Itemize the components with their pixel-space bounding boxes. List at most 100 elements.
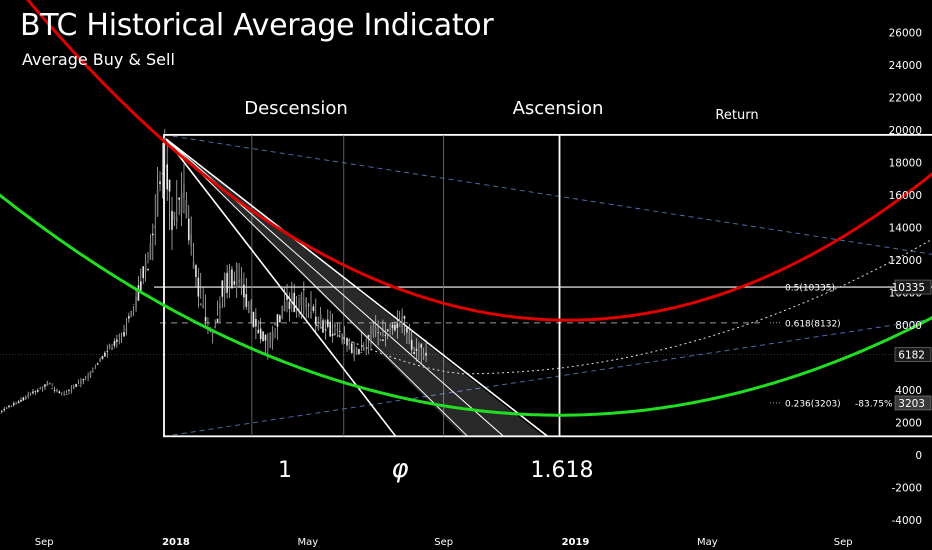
candle-body	[10, 405, 13, 407]
candle-body	[336, 328, 339, 331]
candle-body	[15, 401, 17, 405]
candle-body	[178, 197, 180, 200]
candle-body	[245, 293, 248, 307]
candle-body	[159, 181, 161, 184]
candle-body	[401, 316, 403, 328]
price-label: 3203	[898, 398, 925, 410]
pct-change-label: -83.75%	[855, 399, 893, 409]
candle-body	[44, 384, 46, 387]
candle-body	[3, 408, 5, 411]
candle-body	[403, 316, 406, 319]
candle-body	[60, 392, 63, 394]
candle-body	[192, 261, 195, 269]
candle-body	[231, 269, 233, 289]
candle-body	[166, 164, 168, 190]
candle-body	[235, 263, 238, 288]
candle-body	[219, 303, 221, 310]
candle-body	[144, 261, 147, 273]
candle-body	[106, 350, 109, 352]
candle-body	[173, 211, 176, 220]
candle-body	[207, 321, 209, 323]
candle-body	[46, 382, 49, 387]
candle-body	[226, 272, 228, 293]
price-label-box	[894, 395, 932, 411]
candle-body	[362, 347, 365, 351]
candle-body	[298, 295, 300, 297]
candle-body	[420, 344, 423, 348]
candle-body	[1, 411, 3, 412]
candle-body	[223, 273, 226, 293]
candle-body	[250, 304, 252, 307]
candle-body	[72, 386, 75, 389]
candle-body	[228, 270, 231, 285]
candle-body	[163, 137, 166, 140]
candle-body	[288, 301, 291, 309]
candle-body	[293, 292, 296, 313]
candle-body	[367, 334, 370, 338]
candle-body	[286, 295, 288, 300]
ratio-one-label: 1	[278, 458, 292, 483]
sell-average-curve	[25, 0, 932, 322]
candle-body	[331, 334, 334, 336]
candle-body	[154, 225, 157, 228]
candle-body	[20, 399, 22, 402]
y-tick-label: 14000	[889, 223, 922, 235]
candle-body	[89, 370, 92, 376]
fib-label: 0.5(10335)	[785, 284, 835, 294]
candle-body	[77, 385, 80, 386]
candle-body	[197, 277, 200, 297]
candle-body	[307, 304, 310, 306]
y-tick-label: 22000	[889, 93, 922, 105]
dash-diagonal-1	[163, 134, 932, 255]
chart-subtitle: Average Buy & Sell	[22, 50, 175, 69]
candle-body	[87, 375, 89, 377]
candle-body	[96, 363, 99, 365]
candle-body	[149, 242, 152, 260]
candle-body	[252, 311, 255, 328]
x-tick-label: Sep	[35, 537, 54, 548]
candle-body	[338, 331, 341, 332]
candle-body	[355, 346, 358, 355]
candle-body	[27, 393, 29, 397]
candle-body	[374, 328, 377, 331]
candle-body	[389, 334, 391, 337]
candle-body	[406, 327, 408, 333]
candle-body	[190, 234, 192, 247]
candle-body	[101, 355, 104, 360]
x-tick-label: 2019	[562, 537, 590, 548]
candle-body	[125, 328, 128, 331]
candle-body	[24, 396, 27, 399]
candle-body	[310, 312, 312, 318]
candle-body	[370, 328, 372, 341]
y-tick-label: -4000	[891, 515, 922, 527]
ratio-phi-label: φ	[391, 454, 408, 484]
candle-body	[180, 193, 183, 213]
candle-body	[171, 210, 173, 230]
candle-body	[271, 331, 274, 342]
ratio-golden-label: 1.618	[531, 458, 594, 483]
candle-body	[128, 316, 130, 319]
candle-body	[418, 345, 420, 352]
y-tick-label: 20000	[889, 125, 922, 137]
price-label: 10335	[892, 282, 925, 294]
candle-body	[348, 339, 351, 350]
y-tick-label: 0	[915, 450, 922, 462]
return-path-curve	[315, 238, 932, 375]
candle-body	[267, 341, 269, 343]
y-tick-label: 24000	[889, 60, 922, 72]
candle-body	[216, 318, 219, 323]
candle-body	[305, 297, 308, 309]
candle-body	[247, 301, 250, 314]
candle-body	[295, 309, 298, 312]
candle-body	[56, 389, 58, 392]
price-label-box	[894, 279, 932, 295]
candle-body	[259, 328, 262, 340]
candle-body	[410, 340, 413, 350]
x-tick-label: May	[297, 537, 318, 548]
candle-body	[315, 316, 317, 325]
candle-body	[358, 348, 360, 355]
candle-body	[8, 405, 10, 408]
candle-body	[398, 320, 401, 328]
candle-body	[281, 305, 284, 320]
fan-line-3	[165, 138, 549, 437]
